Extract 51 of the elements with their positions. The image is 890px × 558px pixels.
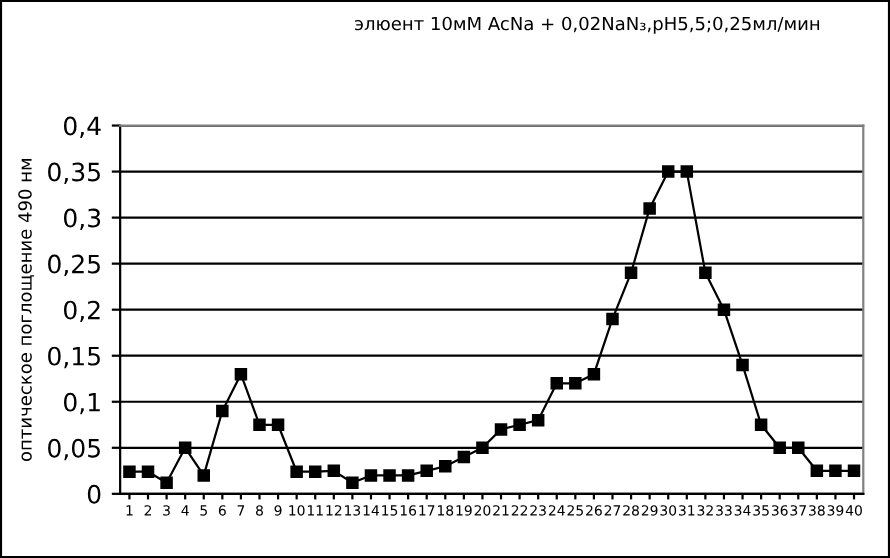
point [810,464,824,478]
point [550,377,563,390]
point [513,418,526,432]
point [847,464,861,478]
point [680,165,694,178]
point [439,459,452,473]
point [699,266,712,280]
point [253,418,266,432]
point [141,465,155,478]
point [401,469,415,482]
y-tick-label: 0,3 [63,208,101,231]
y-tick-label: 0,15 [48,346,100,369]
point [346,476,359,490]
point [476,441,489,455]
y-tick-label: 0,4 [63,116,101,138]
y-tick-label: 0,35 [48,162,100,184]
point [234,367,248,381]
chart-title: элюент 10мМ AcNa + 0,02NaN₃,pH5,5;0,25мл/мин [355,16,820,34]
point [643,202,656,215]
point [197,469,211,482]
point [160,476,173,490]
point [587,367,601,381]
point [531,413,545,427]
y-tick-label: 0,1 [63,392,100,415]
point [736,358,749,372]
y-tick-label: 0,05 [48,438,100,461]
point [178,441,192,455]
y-axis-title: оптическое поглощение 490 нм [18,159,35,462]
y-tick-label: 0,25 [48,254,100,277]
point [290,465,303,478]
point [606,312,619,326]
point [123,465,136,478]
point [569,377,582,390]
y-tick-label: 0,2 [63,300,100,323]
point [792,441,805,455]
point [717,303,731,316]
point [661,165,675,178]
y-tick-label: 0 [87,484,101,504]
point [327,464,341,478]
point [829,464,842,478]
point [271,418,285,432]
point [216,404,229,418]
point [773,441,786,455]
point [754,418,768,432]
point [457,450,471,464]
point [420,464,433,478]
point [383,469,396,482]
point [308,465,322,478]
point [624,266,638,280]
point [364,469,378,482]
point [494,423,508,436]
